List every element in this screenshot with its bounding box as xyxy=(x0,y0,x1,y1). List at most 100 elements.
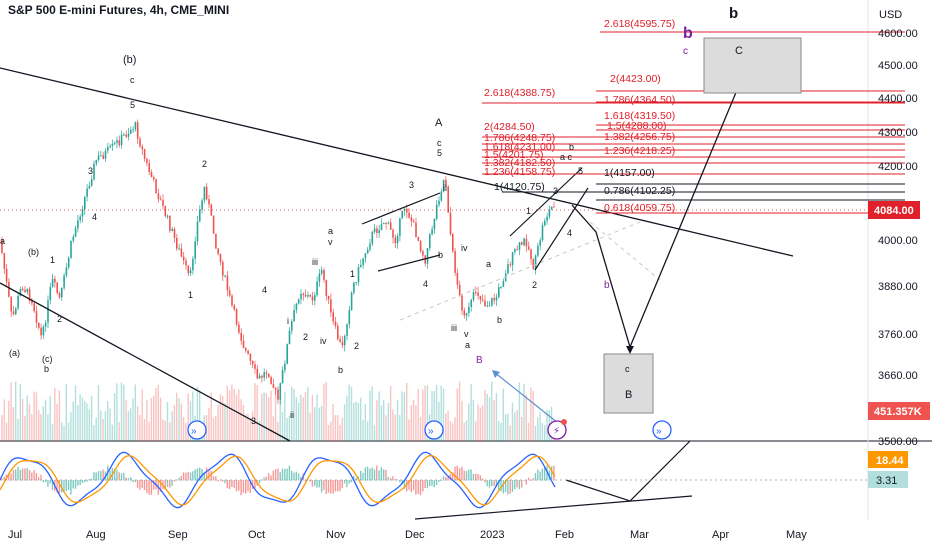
rising-wedge-lower[interactable] xyxy=(534,187,589,271)
lower-trendline[interactable] xyxy=(0,282,291,442)
candle-body xyxy=(470,299,472,307)
volume-bar xyxy=(134,384,136,441)
lightning-icon[interactable] xyxy=(547,420,567,440)
wave-2-oct: 2 xyxy=(303,332,308,342)
time-axis[interactable]: Jul Aug Sep Oct Nov Dec 2023 Feb Mar Apr May xyxy=(8,529,807,541)
target-box-c[interactable] xyxy=(703,37,802,94)
osc-histogram-bar xyxy=(332,480,334,494)
osc-histogram-bar xyxy=(408,480,410,490)
osc-histogram-bar xyxy=(291,470,293,481)
osc-projection[interactable] xyxy=(565,440,691,502)
osc-histogram-bar xyxy=(346,480,348,488)
chart-title: S&P 500 E-mini Futures, 4h, CME_MINI xyxy=(8,3,229,17)
volume-bar xyxy=(320,405,323,441)
osc-histogram-bar xyxy=(532,478,534,481)
candle-body xyxy=(169,215,171,231)
osc-histogram-bar xyxy=(224,480,226,484)
osc-histogram-bar xyxy=(77,480,79,486)
blue-arrow-head xyxy=(492,370,500,378)
replay-icon-3[interactable] xyxy=(652,420,672,440)
candle-body xyxy=(107,147,109,151)
price-tick-label: 3660.00 xyxy=(878,370,918,382)
target-box-b[interactable] xyxy=(603,353,654,414)
projection-path[interactable] xyxy=(571,77,743,349)
osc-histogram-bar xyxy=(139,480,141,490)
osc-histogram-bar xyxy=(263,477,265,481)
candle-body xyxy=(270,377,272,385)
candle-body xyxy=(327,295,330,300)
candle-body xyxy=(307,295,309,297)
candle-body xyxy=(125,134,127,137)
candle-body xyxy=(235,309,238,325)
price-axis[interactable]: 4600.00 4500.00 4400.00 4300.00 4200.00 4000.… xyxy=(878,28,918,448)
wave-1-sep: 1 xyxy=(188,290,193,300)
volume-bar xyxy=(176,392,178,441)
candle-body xyxy=(507,264,509,274)
fib-level-label: 1.236(4158.75) xyxy=(484,166,555,178)
osc-histogram-bar xyxy=(88,478,90,481)
candle-body xyxy=(493,298,495,301)
candle-body xyxy=(410,217,413,222)
osc-histogram-bar xyxy=(385,469,387,481)
osc-lower-trendline[interactable] xyxy=(414,495,693,520)
candle-body xyxy=(222,261,224,276)
osc-histogram-bar xyxy=(470,469,472,481)
candle-body xyxy=(325,279,328,296)
time-tick-label: Oct xyxy=(248,529,265,541)
osc-histogram-bar xyxy=(120,473,123,481)
candle-body xyxy=(77,220,79,229)
volume-bar xyxy=(468,403,470,441)
osc-histogram-bar xyxy=(417,480,419,495)
volume-bar xyxy=(70,412,72,441)
volume-bar xyxy=(12,407,15,441)
volume-bar xyxy=(415,405,417,441)
osc-histogram-bar xyxy=(387,476,389,481)
wedge-upper-line[interactable] xyxy=(361,192,441,225)
candle-body xyxy=(311,296,314,301)
volume-bar xyxy=(118,422,120,441)
osc-histogram-bar xyxy=(318,480,320,488)
upper-trendline[interactable] xyxy=(0,67,794,257)
candle-body xyxy=(182,256,185,261)
candle-body xyxy=(532,259,535,269)
volume-bar xyxy=(348,384,350,441)
volume-bar xyxy=(426,385,429,441)
volume-bar xyxy=(291,386,293,441)
osc-histogram-bar xyxy=(488,480,491,488)
candle-body xyxy=(136,122,139,139)
osc-histogram-bar xyxy=(539,471,541,481)
volume-bar xyxy=(304,392,307,441)
osc-histogram-bar xyxy=(199,467,201,481)
volume-bar xyxy=(452,423,454,441)
candle-body xyxy=(343,336,346,346)
osc-histogram-bar xyxy=(265,476,268,481)
volume-bar xyxy=(40,413,42,441)
wedge-lower-line[interactable] xyxy=(377,254,441,272)
candle-body xyxy=(362,258,364,266)
wave-a-dec: a xyxy=(465,340,470,350)
replay-icon-1[interactable] xyxy=(187,420,207,440)
candle-body xyxy=(360,265,362,267)
candle-body xyxy=(525,238,528,247)
rising-wedge-upper[interactable] xyxy=(509,167,583,237)
volume-bar xyxy=(546,409,548,441)
candle-body xyxy=(475,292,477,294)
candle-body xyxy=(518,242,521,250)
candle-body xyxy=(254,364,256,369)
candle-body xyxy=(224,275,226,277)
osc-histogram-bar xyxy=(222,480,224,482)
wave-3-oct: 3 xyxy=(251,416,256,426)
osc-histogram-bar xyxy=(196,468,199,481)
fibonacci-levels[interactable]: 2.618(4595.75) 2(4423.00) 2.618(4388.75) 1.… xyxy=(0,18,905,214)
price-tick-label: 4000.00 xyxy=(878,235,918,247)
wave-2-sep: 2 xyxy=(202,159,207,169)
replay-icon-2[interactable] xyxy=(424,420,444,440)
osc-histogram-bar xyxy=(334,480,337,492)
osc-histogram-bar xyxy=(192,471,194,481)
wave-b-purple: b xyxy=(604,280,610,291)
candle-body xyxy=(233,305,236,310)
wave-iii-dec: iii xyxy=(451,323,457,333)
osc-histogram-bar xyxy=(81,480,84,484)
candle-body xyxy=(143,149,146,160)
